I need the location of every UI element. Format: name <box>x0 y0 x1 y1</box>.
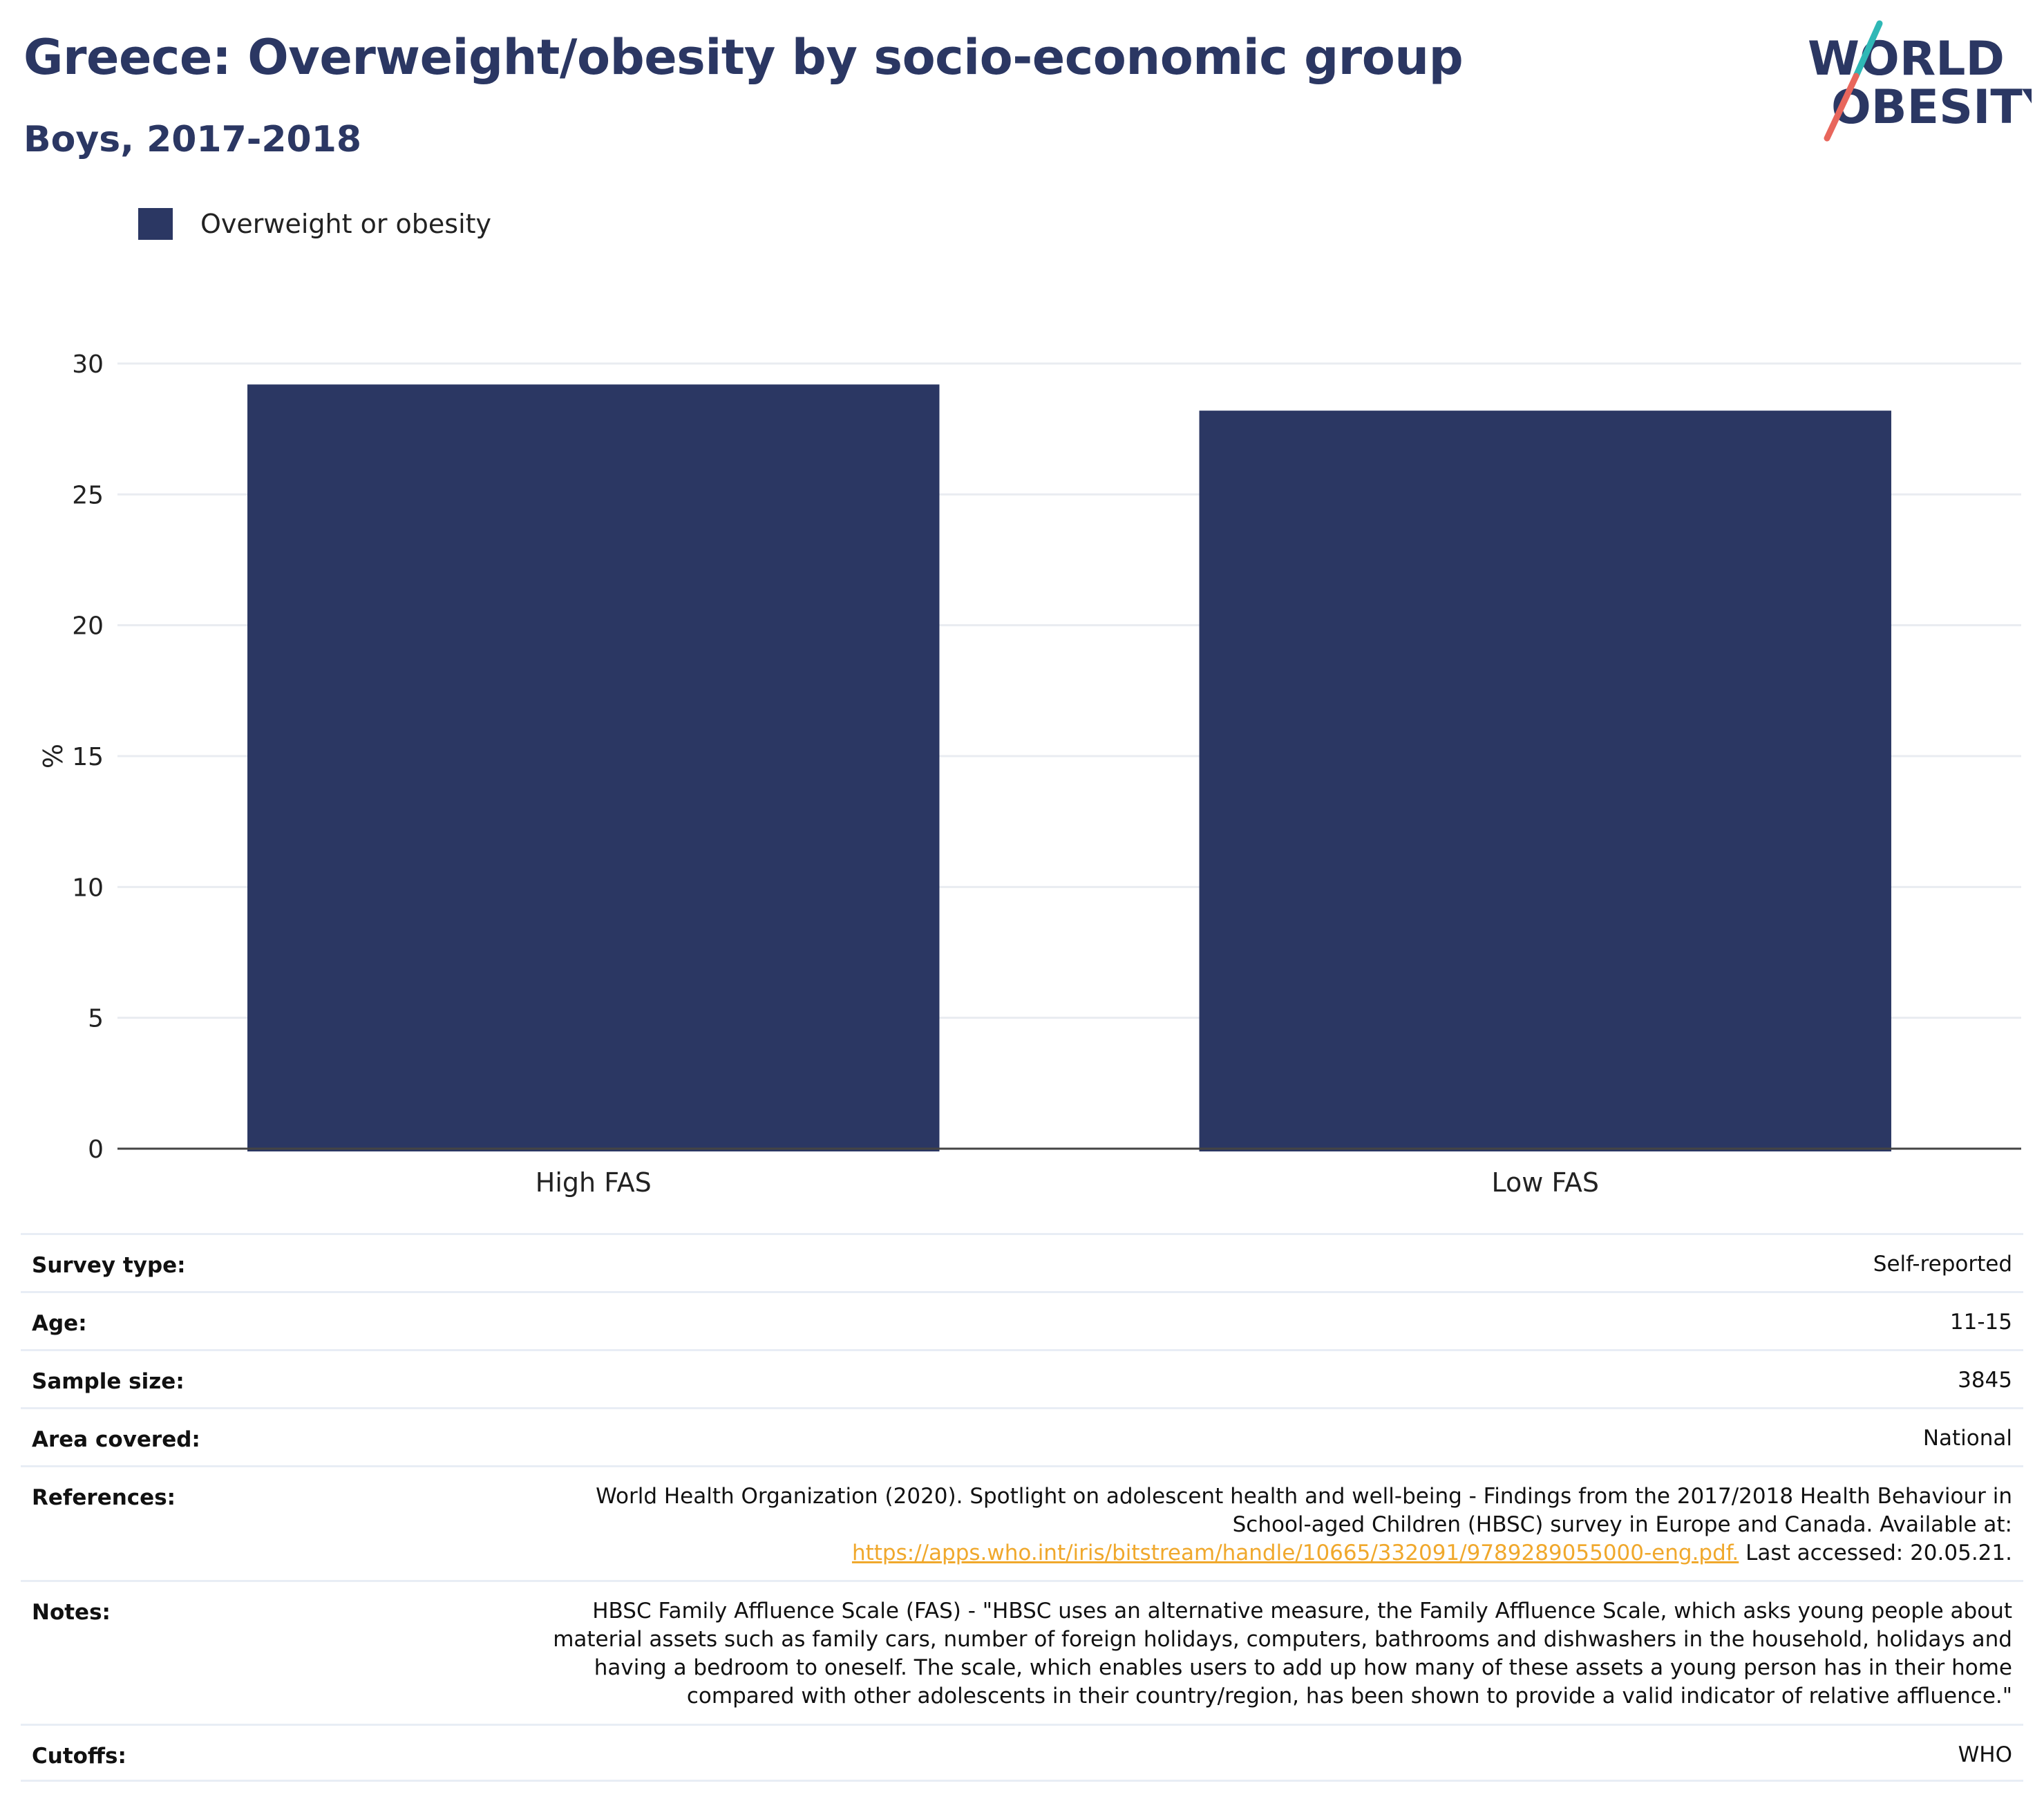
meta-key: Area covered: <box>32 1427 200 1452</box>
y-tick-label: 5 <box>88 1005 104 1033</box>
chart-title: Greece: Overweight/obesity by socio-econ… <box>23 29 1464 86</box>
meta-key: Sample size: <box>32 1369 184 1394</box>
meta-row-sample-size: Sample size: 3845 <box>21 1349 2023 1407</box>
meta-value-line: World Health Organization (2020). Spotli… <box>596 1484 2012 1509</box>
meta-row-references: References: World Health Organization (2… <box>21 1465 2023 1580</box>
logo-line2: OBESITY <box>1831 80 2032 135</box>
legend-swatch <box>138 208 173 240</box>
meta-value-line: https://apps.who.int/iris/bitstream/hand… <box>596 1539 2012 1567</box>
bar[interactable] <box>1199 411 1891 1152</box>
meta-row-notes: Notes: HBSC Family Affluence Scale (FAS)… <box>21 1580 2023 1724</box>
meta-key: Survey type: <box>32 1253 186 1278</box>
legend-label: Overweight or obesity <box>200 209 492 239</box>
meta-key: Cutoffs: <box>32 1744 126 1769</box>
bar-chart: 0 5 10 15 20 25 30 High FAS Low FAS % <box>37 350 2021 1198</box>
reference-link[interactable]: https://apps.who.int/iris/bitstream/hand… <box>851 1541 1739 1565</box>
meta-key: References: <box>32 1485 176 1510</box>
meta-value-tail: Last accessed: 20.05.21. <box>1739 1541 2012 1565</box>
meta-value: HBSC Family Affluence Scale (FAS) - "HBS… <box>553 1582 2012 1726</box>
meta-key: Notes: <box>32 1600 111 1625</box>
x-tick-label: Low FAS <box>1492 1167 1599 1198</box>
y-tick-label: 15 <box>72 743 104 771</box>
world-obesity-logo: WORLD OBESITY <box>1808 20 2032 142</box>
logo-slash-bottom <box>1824 73 1860 142</box>
meta-value: National <box>1922 1426 2012 1451</box>
logo-slash-top <box>1853 20 1883 79</box>
y-tick-label: 20 <box>72 612 104 641</box>
meta-row-area-covered: Area covered: National <box>21 1407 2023 1465</box>
y-tick-label: 25 <box>72 481 104 509</box>
meta-row-cutoffs: Cutoffs: WHO <box>21 1724 2023 1782</box>
x-tick-label: High FAS <box>536 1167 652 1198</box>
meta-value-line: HBSC Family Affluence Scale (FAS) - "HBS… <box>592 1599 2012 1623</box>
chart-legend[interactable]: Overweight or obesity <box>138 206 491 242</box>
meta-value: WHO <box>1958 1742 2012 1767</box>
meta-value-line: School-aged Children (HBSC) survey in Eu… <box>1232 1512 2012 1537</box>
x-tick-labels: High FAS Low FAS <box>536 1167 1599 1198</box>
meta-row-survey-type: Survey type: Self-reported <box>21 1233 2023 1291</box>
meta-value: 3845 <box>1958 1368 2012 1393</box>
y-tick-label: 0 <box>88 1136 104 1164</box>
bars <box>247 384 1891 1152</box>
meta-value: 11-15 <box>1949 1310 2012 1335</box>
logo-line1: WORLD <box>1808 32 2005 86</box>
y-tick-label: 30 <box>72 350 104 379</box>
meta-value-line: material assets such as family cars, num… <box>553 1627 2012 1652</box>
meta-key: Age: <box>32 1311 87 1336</box>
y-tick-labels: 0 5 10 15 20 25 30 <box>72 350 104 1164</box>
metadata-table: Survey type: Self-reported Age: 11-15 Sa… <box>21 1233 2023 1782</box>
bar[interactable] <box>247 384 940 1151</box>
meta-row-age: Age: 11-15 <box>21 1291 2023 1349</box>
meta-value-line: having a bedroom to oneself. The scale, … <box>594 1655 2012 1680</box>
chart-subtitle: Boys, 2017-2018 <box>23 119 362 160</box>
meta-value-line: compared with other adolescents in their… <box>686 1684 2012 1708</box>
y-axis-title: % <box>37 744 67 769</box>
meta-value: World Health Organization (2020). Spotli… <box>596 1467 2012 1583</box>
meta-value: Self-reported <box>1873 1252 2012 1277</box>
y-tick-label: 10 <box>72 874 104 902</box>
